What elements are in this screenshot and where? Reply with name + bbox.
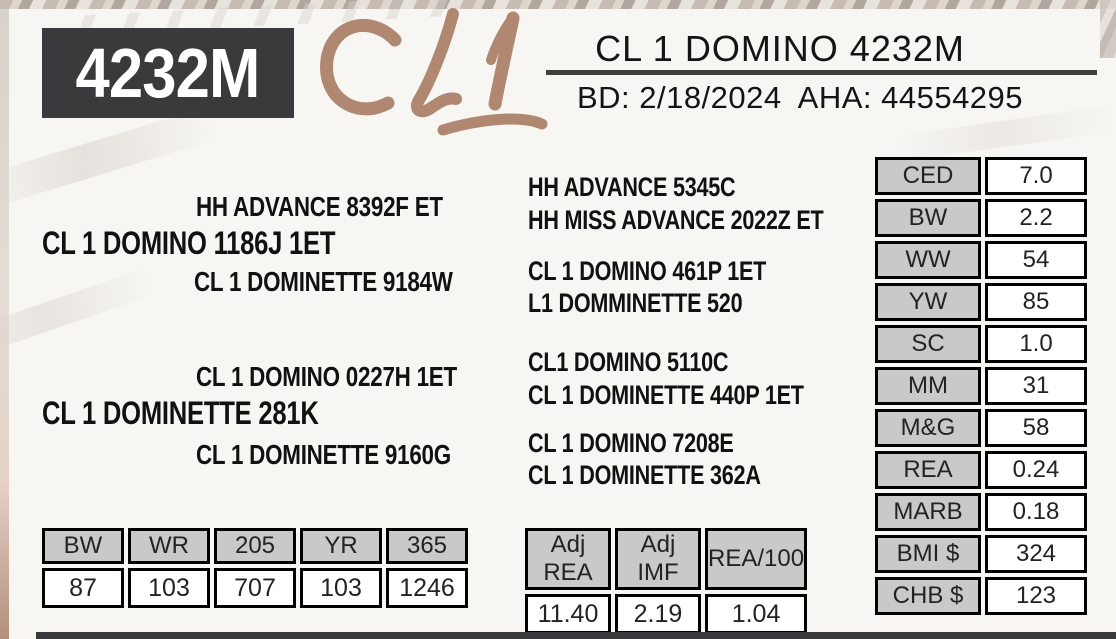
epd-label: YW — [875, 283, 981, 321]
epd-value: 31 — [985, 367, 1087, 405]
background-texture-corner — [1100, 0, 1116, 58]
pedigree-great-granddam: L1 DOMMINETTE 520 — [528, 288, 743, 318]
table-row: CED 7.0 — [875, 157, 1087, 195]
perf-header: YR — [300, 528, 382, 564]
table-row: 11.40 2.19 1.04 — [525, 594, 808, 634]
epd-value: 58 — [985, 409, 1087, 447]
performance-table: BW WR 205 YR 365 87 103 707 103 1246 — [38, 524, 472, 612]
lot-tag-number: 4232M — [76, 34, 261, 112]
perf-value: 103 — [128, 568, 210, 608]
pedigree-great-grandsire: CL 1 DOMINO 7208E — [528, 428, 734, 458]
epd-label: BMI $ — [875, 535, 981, 573]
logo-numeral-1-flag — [486, 13, 518, 65]
table-row: BW 2.2 — [875, 199, 1087, 237]
carcass-header: Adj REA — [525, 528, 611, 590]
carcass-table: Adj REA Adj IMF REA/100 11.40 2.19 1.04 — [521, 524, 811, 638]
perf-header: 205 — [214, 528, 296, 564]
pedigree-great-grandsire: CL1 DOMINO 5110C — [528, 347, 729, 377]
logo-letter-c — [320, 18, 402, 116]
perf-header: BW — [42, 528, 124, 564]
pedigree-sire: CL 1 DOMINO 1186J 1ET — [42, 225, 336, 261]
epd-value: 2.2 — [985, 199, 1087, 237]
pedigree-grandsire: CL 1 DOMINO 0227H 1ET — [196, 361, 457, 392]
epd-value: 85 — [985, 283, 1087, 321]
animal-name-title: CL 1 DOMINO 4232M — [595, 28, 965, 69]
pedigree-grandsire: HH ADVANCE 8392F ET — [196, 191, 443, 222]
table-row: REA 0.24 — [875, 451, 1087, 489]
table-row: M&G 58 — [875, 409, 1087, 447]
carcass-value: 1.04 — [705, 594, 808, 634]
epd-value: 123 — [985, 577, 1087, 615]
cl1-brand-logo — [320, 8, 548, 136]
table-row: BMI $324 — [875, 535, 1087, 573]
table-row: MM 31 — [875, 367, 1087, 405]
carcass-header: Adj IMF — [615, 528, 701, 590]
epd-value: 1.0 — [985, 325, 1087, 363]
perf-value: 103 — [300, 568, 382, 608]
table-row: SC 1.0 — [875, 325, 1087, 363]
epd-value: 7.0 — [985, 157, 1087, 195]
carcass-header: REA/100 — [705, 528, 808, 590]
title-underline — [546, 70, 1097, 75]
epd-label: CHB $ — [875, 577, 981, 615]
table-row: CHB $123 — [875, 577, 1087, 615]
perf-value: 1246 — [386, 568, 468, 608]
lot-tag-box: 4232M — [42, 28, 294, 118]
epd-label: MM — [875, 367, 981, 405]
epd-label: CED — [875, 157, 981, 195]
pedigree-great-grandsire: CL 1 DOMINO 461P 1ET — [528, 256, 767, 286]
pedigree-great-grandsire: HH ADVANCE 5345C — [528, 172, 736, 202]
page-bottom-divider — [36, 632, 1116, 639]
table-row: YW 85 — [875, 283, 1087, 321]
table-header-row: BW WR 205 YR 365 — [42, 528, 468, 564]
paper-streak — [0, 260, 178, 368]
registration-number: AHA: 44554295 — [797, 80, 1024, 115]
pedigree-great-granddam: CL 1 DOMINETTE 440P 1ET — [528, 380, 804, 410]
table-header-row: Adj REA Adj IMF REA/100 — [525, 528, 808, 590]
perf-value: 87 — [42, 568, 124, 608]
logo-letter-l — [411, 8, 462, 118]
epd-table: CED 7.0 BW 2.2 WW 54 YW 85 SC 1.0 MM 31 M&G 58 … — [871, 153, 1091, 619]
epd-label: MARB — [875, 493, 981, 531]
carcass-value: 11.40 — [525, 594, 611, 634]
perf-header: 365 — [386, 528, 468, 564]
logo-underline-swash — [437, 113, 548, 136]
epd-value: 324 — [985, 535, 1087, 573]
perf-header: WR — [128, 528, 210, 564]
pedigree-great-granddam: HH MISS ADVANCE 2022Z ET — [528, 205, 824, 235]
epd-label: M&G — [875, 409, 981, 447]
epd-value: 0.18 — [985, 493, 1087, 531]
epd-value: 54 — [985, 241, 1087, 279]
table-row: WW 54 — [875, 241, 1087, 279]
birth-registration-line: BD: 2/18/2024 AHA: 44554295 — [540, 80, 1060, 115]
pedigree-granddam: CL 1 DOMINETTE 9184W — [194, 266, 453, 297]
epd-label: WW — [875, 241, 981, 279]
epd-label: REA — [875, 451, 981, 489]
pedigree-granddam: CL 1 DOMINETTE 9160G — [196, 439, 451, 470]
pedigree-dam: CL 1 DOMINETTE 281K — [42, 395, 319, 431]
epd-label: BW — [875, 199, 981, 237]
pedigree-great-granddam: CL 1 DOMINETTE 362A — [528, 460, 761, 490]
epd-value: 0.24 — [985, 451, 1087, 489]
birth-date: BD: 2/18/2024 — [576, 80, 782, 115]
perf-value: 707 — [214, 568, 296, 608]
table-row: MARB 0.18 — [875, 493, 1087, 531]
background-texture-left — [0, 9, 9, 639]
background-texture-top — [0, 0, 1116, 9]
carcass-value: 2.19 — [615, 594, 701, 634]
epd-label: SC — [875, 325, 981, 363]
table-row: 87 103 707 103 1246 — [42, 568, 468, 608]
